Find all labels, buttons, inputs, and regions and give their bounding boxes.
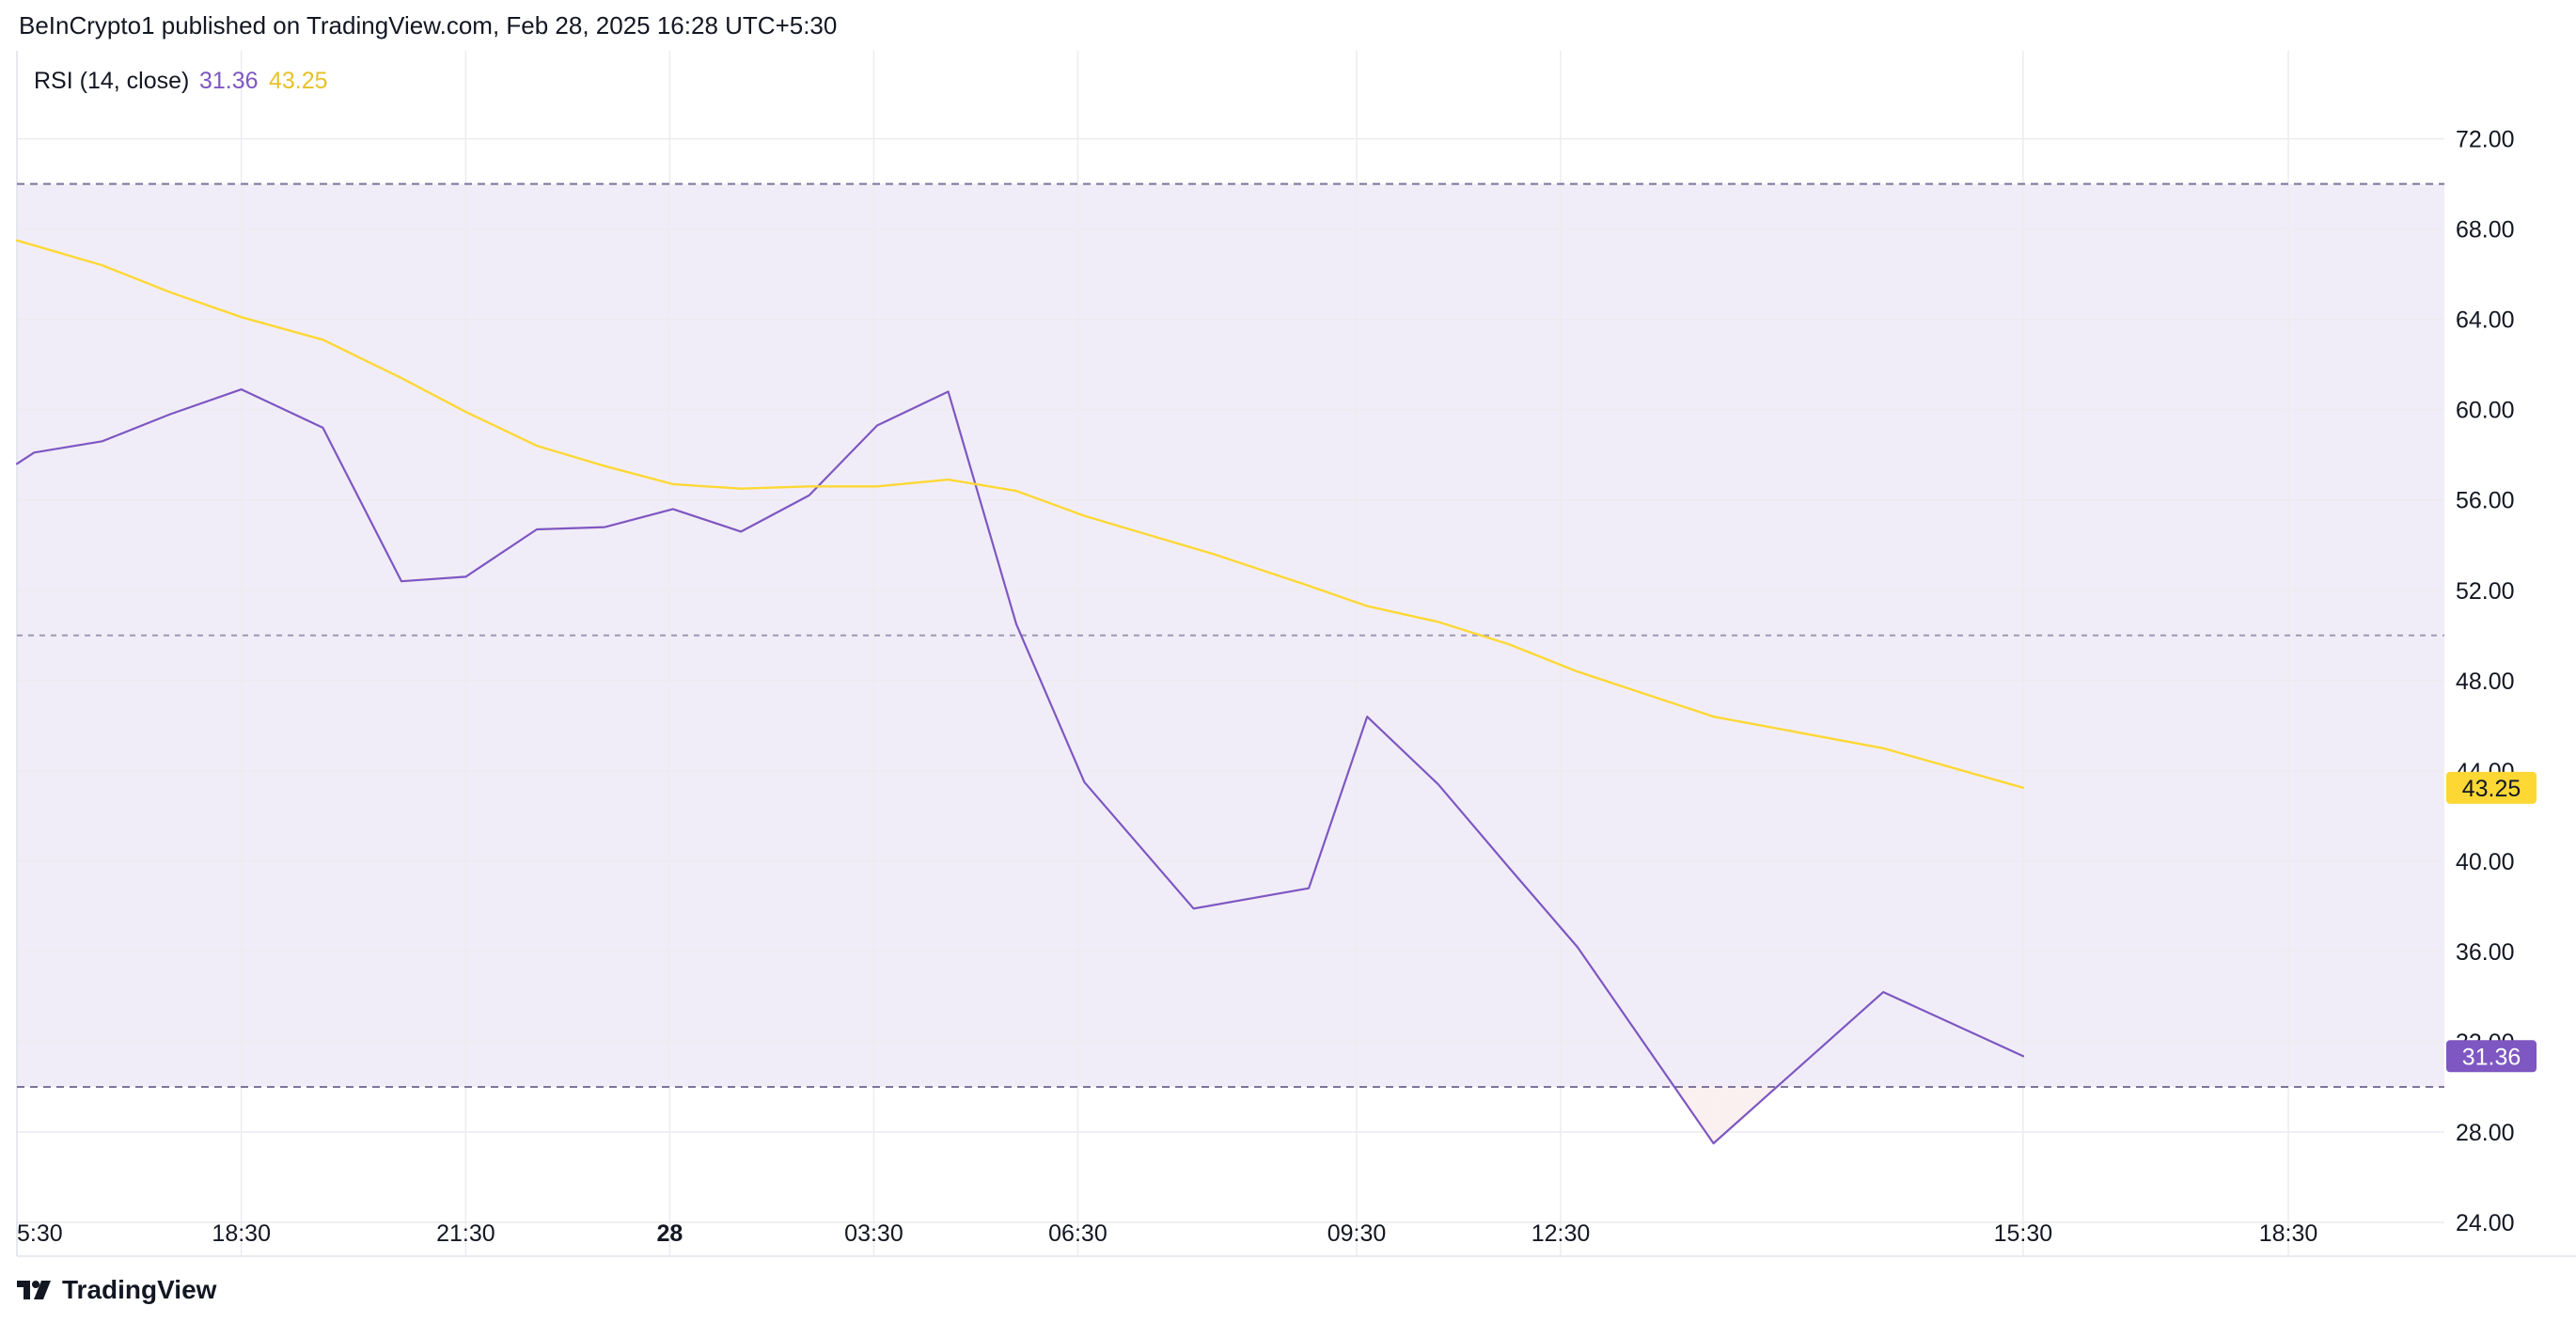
x-tick-label: 18:30: [212, 1220, 271, 1247]
y-tick-label: 56.00: [2456, 488, 2515, 514]
y-tick-label: 64.00: [2456, 307, 2515, 334]
x-axis: 5:30 18:30 21:30 28 03:30 06:30 09:30 12:30 15:3…: [17, 1220, 2317, 1247]
x-tick-label: 15:30: [1994, 1220, 2053, 1247]
y-tick-label: 48.00: [2456, 669, 2515, 695]
series-layer: [15, 239, 2025, 1145]
y-tick-label: 60.00: [2456, 398, 2515, 424]
grid-layer: [16, 51, 2576, 1257]
x-tick-label: 09:30: [1327, 1220, 1387, 1247]
x-tick-label: 28: [656, 1220, 683, 1247]
y-tick-label: 40.00: [2456, 849, 2515, 875]
publish-info: BeInCrypto1 published on TradingView.com…: [19, 11, 838, 39]
legend-title: RSI (14, close): [34, 68, 189, 94]
tradingview-logo[interactable]: TradingView: [17, 1275, 216, 1305]
y-axis: 72.0068.0064.0060.0056.0052.0048.0044.00…: [2456, 127, 2515, 1236]
chart-legend: RSI (14, close) 31.36 43.25: [34, 68, 328, 94]
y-tick-label: 72.00: [2456, 127, 2515, 153]
band-lines-layer: [17, 182, 2444, 1088]
legend-rsi-value: 31.36: [199, 68, 259, 94]
tradingview-logo-icon: [17, 1281, 51, 1299]
ma-value-badge: [2446, 771, 2537, 804]
x-tick-label: 06:30: [1048, 1220, 1107, 1247]
x-tick-label: 12:30: [1531, 1220, 1591, 1247]
x-tick-label: 5:30: [17, 1220, 63, 1247]
y-tick-label: 52.00: [2456, 578, 2515, 605]
y-tick-label: 24.00: [2456, 1210, 2515, 1236]
rsi-value-badge-label: 31.36: [2462, 1044, 2521, 1070]
y-tick-label: 36.00: [2456, 939, 2515, 966]
last-value-badges: 43.25 31.36: [2446, 771, 2537, 1073]
rsi-value-badge: [2446, 1040, 2537, 1073]
ma-line: [15, 239, 2025, 789]
ma-value-badge-label: 43.25: [2462, 776, 2521, 802]
y-tick-label: 28.00: [2456, 1120, 2515, 1146]
rsi-band-layer: [17, 183, 2444, 1143]
rsi-line: [15, 388, 2025, 1145]
y-tick-label: 68.00: [2456, 217, 2515, 244]
x-tick-label: 21:30: [436, 1220, 495, 1247]
x-tick-label: 03:30: [844, 1220, 903, 1247]
legend-ma-value: 43.25: [269, 68, 328, 94]
tradingview-logo-text: TradingView: [62, 1275, 217, 1304]
x-tick-label: 18:30: [2259, 1220, 2318, 1247]
